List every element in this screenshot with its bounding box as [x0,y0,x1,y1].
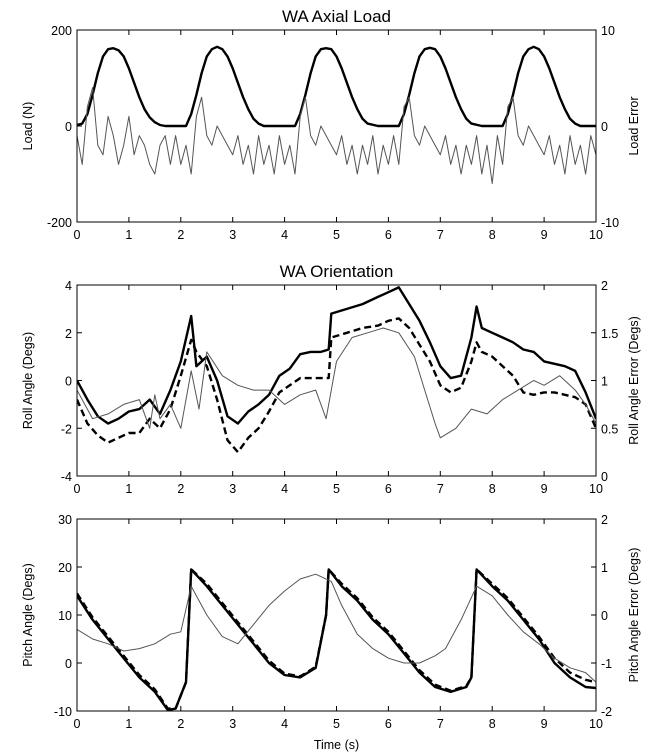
x-tick-label: 6 [385,482,392,496]
x-tick-label: 2 [177,482,184,496]
x-tick-label: 3 [229,228,236,242]
x-tick-label: 1 [125,717,132,731]
y-axis-label: Roll Angle (Degs) [21,332,35,429]
y2-tick-label: 2 [601,513,608,527]
y-tick-label: 20 [58,561,72,575]
y2-tick-label: 0 [601,609,608,623]
x-tick-label: 5 [333,228,340,242]
y-tick-label: 0 [65,375,72,389]
x-tick-label: 7 [437,228,444,242]
x-tick-label: 0 [74,482,81,496]
x-tick-label: 0 [74,717,81,731]
x-tick-label: 8 [489,228,496,242]
series-line-1 [77,45,596,128]
x-axis-label: Time (s) [314,738,359,752]
y2-tick-label: 2 [601,279,608,293]
y2-tick-label: -2 [601,705,612,719]
x-tick-label: 2 [177,228,184,242]
x-tick-label: 10 [589,482,603,496]
y2-tick-label: -1 [601,657,612,671]
y-tick-label: -4 [61,470,72,484]
series-line-3 [77,327,596,439]
y2-tick-label: -10 [601,216,619,230]
x-tick-label: 4 [281,717,288,731]
y2-tick-label: 0 [601,470,608,484]
x-tick-label: 6 [385,228,392,242]
x-tick-label: 0 [74,228,81,242]
x-tick-label: 2 [177,717,184,731]
x-tick-label: 5 [333,482,340,496]
x-tick-label: 8 [489,482,496,496]
y2-axis-label: Load Error [627,96,641,155]
panel-2: 0 1 2 3 4 5 6 7 8 9 10 -4 -2 0 2 4 0 0.5 1 1.5 2 WA Orientati… [21,262,641,496]
x-tick-label: 3 [229,482,236,496]
series-line-1 [77,286,596,425]
y-tick-label: -200 [47,216,72,230]
x-tick-label: 10 [589,228,603,242]
x-tick-label: 10 [589,717,603,731]
y-tick-label: 30 [58,513,72,527]
plot-frame [76,284,597,477]
y-tick-label: -10 [54,705,72,719]
y-tick-label: -2 [61,422,72,436]
y-tick-label: 2 [65,327,72,341]
y-axis-label: Pitch Angle (Degs) [21,563,35,667]
x-tick-label: 6 [385,717,392,731]
x-tick-label: 4 [281,228,288,242]
x-tick-label: 3 [229,717,236,731]
y-tick-label: 10 [58,609,72,623]
y2-tick-label: 0.5 [601,422,618,436]
y2-axis-label: Pitch Angle Error (Degs) [627,548,641,683]
x-tick-label: 1 [125,482,132,496]
y-tick-label: 0 [65,120,72,134]
series-line-2 [77,87,596,185]
x-tick-label: 1 [125,228,132,242]
x-tick-label: 9 [541,717,548,731]
y2-tick-label: 0 [601,120,608,134]
x-tick-label: 9 [541,482,548,496]
y2-tick-label: 1.5 [601,327,618,341]
chart-title: WA Orientation [280,262,394,281]
y2-tick-label: 10 [601,24,615,38]
x-tick-label: 7 [437,482,444,496]
chart-title: WA Axial Load [282,7,391,26]
y-tick-label: 4 [65,279,72,293]
x-tick-label: 7 [437,717,444,731]
y-tick-label: 200 [51,24,72,38]
series-line-3 [77,573,596,683]
x-tick-label: 4 [281,482,288,496]
y-axis-label: Load (N) [21,102,35,151]
series-line-2 [77,317,596,454]
x-tick-label: 5 [333,717,340,731]
x-tick-label: 9 [541,228,548,242]
y-tick-label: 0 [65,657,72,671]
x-tick-label: 8 [489,717,496,731]
series-line-2 [77,568,596,710]
y2-axis-label: Roll Angle Error (Degs) [627,316,641,445]
y2-tick-label: 1 [601,375,608,389]
y2-tick-label: 1 [601,561,608,575]
